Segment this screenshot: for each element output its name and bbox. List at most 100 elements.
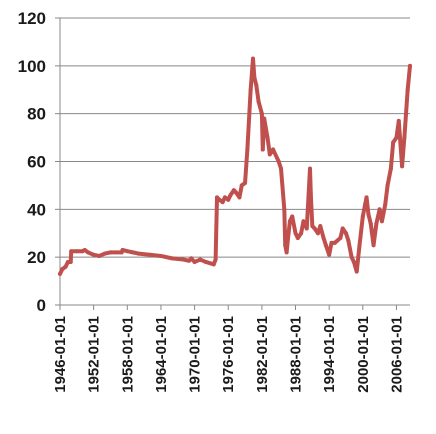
data-point bbox=[74, 249, 79, 254]
data-point bbox=[340, 226, 345, 231]
series-line bbox=[58, 56, 412, 276]
data-point bbox=[323, 243, 328, 248]
data-point bbox=[245, 147, 250, 152]
gridlines bbox=[60, 17, 410, 258]
data-point bbox=[234, 190, 239, 195]
data-point bbox=[170, 256, 175, 261]
data-point bbox=[262, 116, 267, 121]
x-tick-label: 1976-01-01 bbox=[220, 316, 237, 393]
data-point bbox=[250, 56, 255, 61]
data-point bbox=[97, 253, 102, 258]
data-point bbox=[181, 257, 186, 262]
data-point bbox=[286, 236, 291, 241]
data-point bbox=[318, 224, 323, 229]
plot-area bbox=[58, 56, 412, 276]
x-axis-tick-labels: 1946-01-01 1952-01-01 1958-01-01 1964-01-01… bbox=[52, 316, 405, 393]
data-point bbox=[343, 231, 348, 236]
data-point bbox=[354, 269, 359, 274]
data-point bbox=[86, 250, 91, 255]
x-tick-label: 1946-01-01 bbox=[52, 316, 69, 393]
data-point bbox=[279, 166, 284, 171]
data-point bbox=[68, 259, 73, 264]
data-point bbox=[329, 240, 334, 245]
x-tick-label: 2000-01-01 bbox=[355, 316, 372, 393]
data-point bbox=[338, 236, 343, 241]
data-point bbox=[405, 87, 410, 92]
data-point bbox=[374, 221, 379, 226]
axes bbox=[55, 17, 410, 310]
series-points bbox=[58, 56, 412, 276]
y-tick-label: 20 bbox=[27, 248, 46, 267]
data-point bbox=[248, 87, 253, 92]
data-point bbox=[346, 238, 351, 243]
data-point bbox=[271, 147, 276, 152]
x-tick-label: 2006-01-01 bbox=[388, 316, 405, 393]
data-point bbox=[213, 257, 218, 262]
data-point bbox=[315, 231, 320, 236]
data-point bbox=[217, 197, 222, 202]
data-point bbox=[203, 259, 208, 264]
data-point bbox=[383, 202, 388, 207]
data-point bbox=[222, 195, 227, 200]
y-tick-label: 40 bbox=[27, 200, 46, 219]
data-point bbox=[402, 135, 407, 140]
y-tick-label: 0 bbox=[37, 296, 46, 315]
data-point bbox=[284, 250, 289, 255]
data-point bbox=[91, 252, 96, 257]
data-point bbox=[400, 164, 405, 169]
data-point bbox=[120, 247, 125, 252]
data-point bbox=[60, 267, 65, 272]
data-point bbox=[391, 140, 396, 145]
data-point bbox=[220, 200, 225, 205]
data-point bbox=[114, 250, 119, 255]
data-point bbox=[130, 250, 135, 255]
data-point bbox=[312, 226, 317, 231]
data-point bbox=[321, 236, 326, 241]
data-point bbox=[349, 255, 354, 260]
x-tick-label: 1952-01-01 bbox=[86, 316, 103, 393]
x-tick-label: 1958-01-01 bbox=[119, 316, 136, 393]
data-point bbox=[256, 99, 261, 104]
x-tick-label: 1994-01-01 bbox=[321, 316, 338, 393]
data-point bbox=[357, 243, 362, 248]
data-point bbox=[377, 207, 382, 212]
data-point bbox=[287, 219, 292, 224]
x-tick-label: 1988-01-01 bbox=[288, 316, 305, 393]
data-point bbox=[307, 166, 312, 171]
data-point bbox=[396, 118, 401, 123]
data-point bbox=[265, 135, 270, 140]
data-point bbox=[125, 249, 130, 254]
data-point bbox=[394, 135, 399, 140]
data-point bbox=[237, 195, 242, 200]
data-point bbox=[293, 231, 298, 236]
data-point bbox=[108, 250, 113, 255]
data-point bbox=[267, 152, 272, 157]
x-tick-label: 1982-01-01 bbox=[254, 316, 271, 393]
data-point bbox=[259, 111, 264, 116]
data-point bbox=[69, 249, 74, 254]
data-point bbox=[368, 221, 373, 226]
data-point bbox=[189, 256, 194, 261]
y-tick-label: 60 bbox=[27, 153, 46, 172]
data-point bbox=[102, 251, 107, 256]
data-point bbox=[65, 259, 70, 264]
data-point bbox=[211, 262, 216, 267]
data-point bbox=[158, 253, 163, 258]
data-point bbox=[252, 75, 257, 80]
y-tick-label: 120 bbox=[18, 9, 46, 28]
data-point bbox=[360, 214, 365, 219]
data-point bbox=[364, 195, 369, 200]
data-point bbox=[243, 181, 248, 186]
data-point bbox=[385, 183, 390, 188]
x-tick-label: 1964-01-01 bbox=[153, 316, 170, 393]
data-point bbox=[58, 271, 62, 276]
data-point bbox=[82, 247, 87, 252]
data-point bbox=[299, 231, 304, 236]
data-point bbox=[136, 251, 141, 256]
data-point bbox=[371, 243, 376, 248]
data-point bbox=[351, 259, 356, 264]
data-point bbox=[254, 82, 259, 87]
data-point bbox=[228, 192, 233, 197]
data-point bbox=[282, 207, 287, 212]
data-point bbox=[408, 63, 412, 68]
